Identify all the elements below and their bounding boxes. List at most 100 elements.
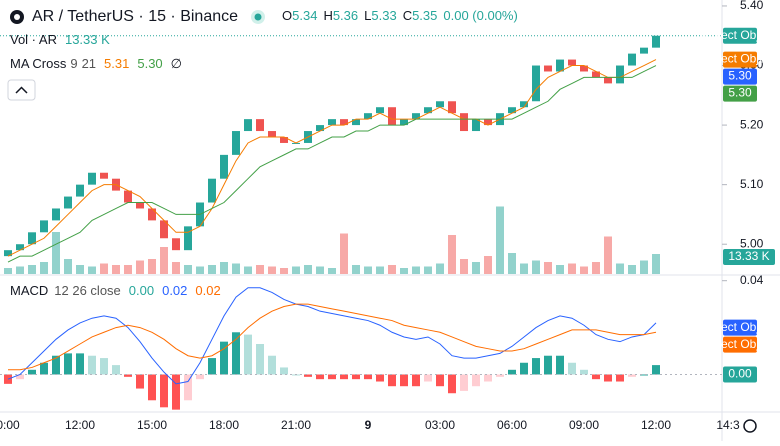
candle-body [520, 101, 528, 108]
candle-body [448, 101, 456, 114]
candle-body [256, 119, 264, 132]
y-tick-label: 5.40 [740, 0, 764, 12]
price-marker [723, 51, 757, 68]
ohlc-label: H [323, 8, 332, 23]
candle-body [592, 71, 600, 78]
macd-histogram-bar [16, 374, 24, 380]
settings-icon[interactable] [743, 419, 757, 433]
candle-body [52, 208, 60, 221]
macd-histogram-bar [160, 374, 168, 408]
candle-body [604, 77, 612, 84]
volume-bar [400, 268, 408, 274]
volume-bar [544, 262, 552, 274]
macd-histogram-bar [232, 332, 240, 375]
x-tick-label: 9 [365, 418, 372, 432]
macd-histogram-bar [112, 365, 120, 375]
macd-histogram-bar [556, 355, 564, 375]
price-marker [723, 27, 757, 44]
candle-body [460, 113, 468, 132]
header: AR / TetherUS · 15 · Binance O5.34 H5.36 L… [7, 8, 757, 433]
volume-bar [556, 265, 564, 274]
volume-bar [364, 266, 372, 274]
volume-bar [496, 206, 504, 274]
macd-histogram-bar [88, 355, 96, 375]
candle-body [280, 137, 288, 143]
price-marker [723, 366, 757, 383]
candle-body [328, 119, 336, 126]
x-tick-label: 12:00 [65, 418, 95, 432]
y-tick-label: 0.04 [740, 273, 764, 287]
candle-body [352, 119, 360, 126]
ohlc-label: C [403, 8, 412, 23]
candle-body [148, 208, 156, 221]
price-marker [723, 319, 757, 336]
macd-histogram-bar [316, 374, 324, 380]
legend-param: 9 [70, 56, 77, 71]
candle-body [508, 107, 516, 114]
volume-bar [208, 265, 216, 274]
candle-body [532, 65, 540, 102]
candle-body [64, 196, 72, 209]
legend-value: 0.02 [195, 283, 220, 298]
volume-bar [580, 266, 588, 274]
volume-bar [100, 263, 108, 274]
y-tick-label: 5.00 [740, 236, 764, 250]
y-tick-label: 5.20 [740, 117, 764, 131]
candle-body [100, 172, 108, 179]
candle-body [208, 178, 216, 203]
macd-histogram-bar [520, 362, 528, 375]
macd-histogram-bar [484, 374, 492, 382]
legend-param: 12 26 close [54, 283, 121, 298]
macd-histogram-bar [172, 374, 180, 410]
macd-histogram-bar [424, 374, 432, 382]
macd-histogram-bar [532, 358, 540, 375]
macd-histogram-bar [448, 374, 456, 394]
macd-histogram-bar [580, 369, 588, 375]
volume-bar [28, 265, 36, 274]
volume-bar [172, 262, 180, 274]
volume-bar [424, 266, 432, 274]
volume-bar [16, 266, 24, 274]
macd-histogram-bar [508, 369, 516, 375]
candle-body [40, 220, 48, 233]
legend-value: 13.33 K [65, 32, 110, 47]
price-marker-label: [object Object] [702, 52, 779, 66]
volume-bar [280, 268, 288, 274]
ohlc-value: 5.34 [292, 8, 317, 23]
macd-histogram-bar [64, 353, 72, 375]
legend-param: 21 [82, 56, 96, 71]
macd-histogram-bar [544, 355, 552, 375]
legend-value: 0.02 [162, 283, 187, 298]
volume-bar [460, 259, 468, 274]
volume-bar [4, 268, 12, 274]
volume-bar [52, 232, 60, 274]
macd-histogram-bar [148, 374, 156, 401]
price-marker-label: 5.30 [728, 69, 752, 83]
volume-marker-label: 13.33 K [728, 249, 769, 263]
volume-bar [472, 262, 480, 274]
macd-histogram-bar [256, 344, 264, 375]
candle-body [124, 190, 132, 203]
collapse-button[interactable] [7, 79, 36, 101]
volume-bar [268, 266, 276, 274]
candle-body [244, 119, 252, 132]
indicator-line [7, 65, 657, 263]
macd-histogram-bar [196, 374, 204, 380]
volume-bar [148, 259, 156, 274]
candle-body [580, 65, 588, 72]
status-dot [254, 13, 262, 21]
price-marker [723, 85, 757, 102]
ohlc-label: O [282, 8, 292, 23]
collapse-icon[interactable] [15, 86, 28, 94]
candle-body [568, 59, 576, 66]
ohlc-value: 5.35 [412, 8, 437, 23]
candle-body [136, 202, 144, 209]
macd-histogram-bar [244, 334, 252, 375]
x-tick-label: 03:00 [425, 418, 455, 432]
volume-bar [640, 260, 648, 274]
macd-histogram-bar [328, 374, 336, 380]
x-tick-label: 14:3 [716, 418, 740, 432]
price-marker [723, 68, 757, 85]
ohlc-legend: O5.34 H5.36 L5.33 C5.35 0.00 (0.00%) [282, 8, 518, 23]
